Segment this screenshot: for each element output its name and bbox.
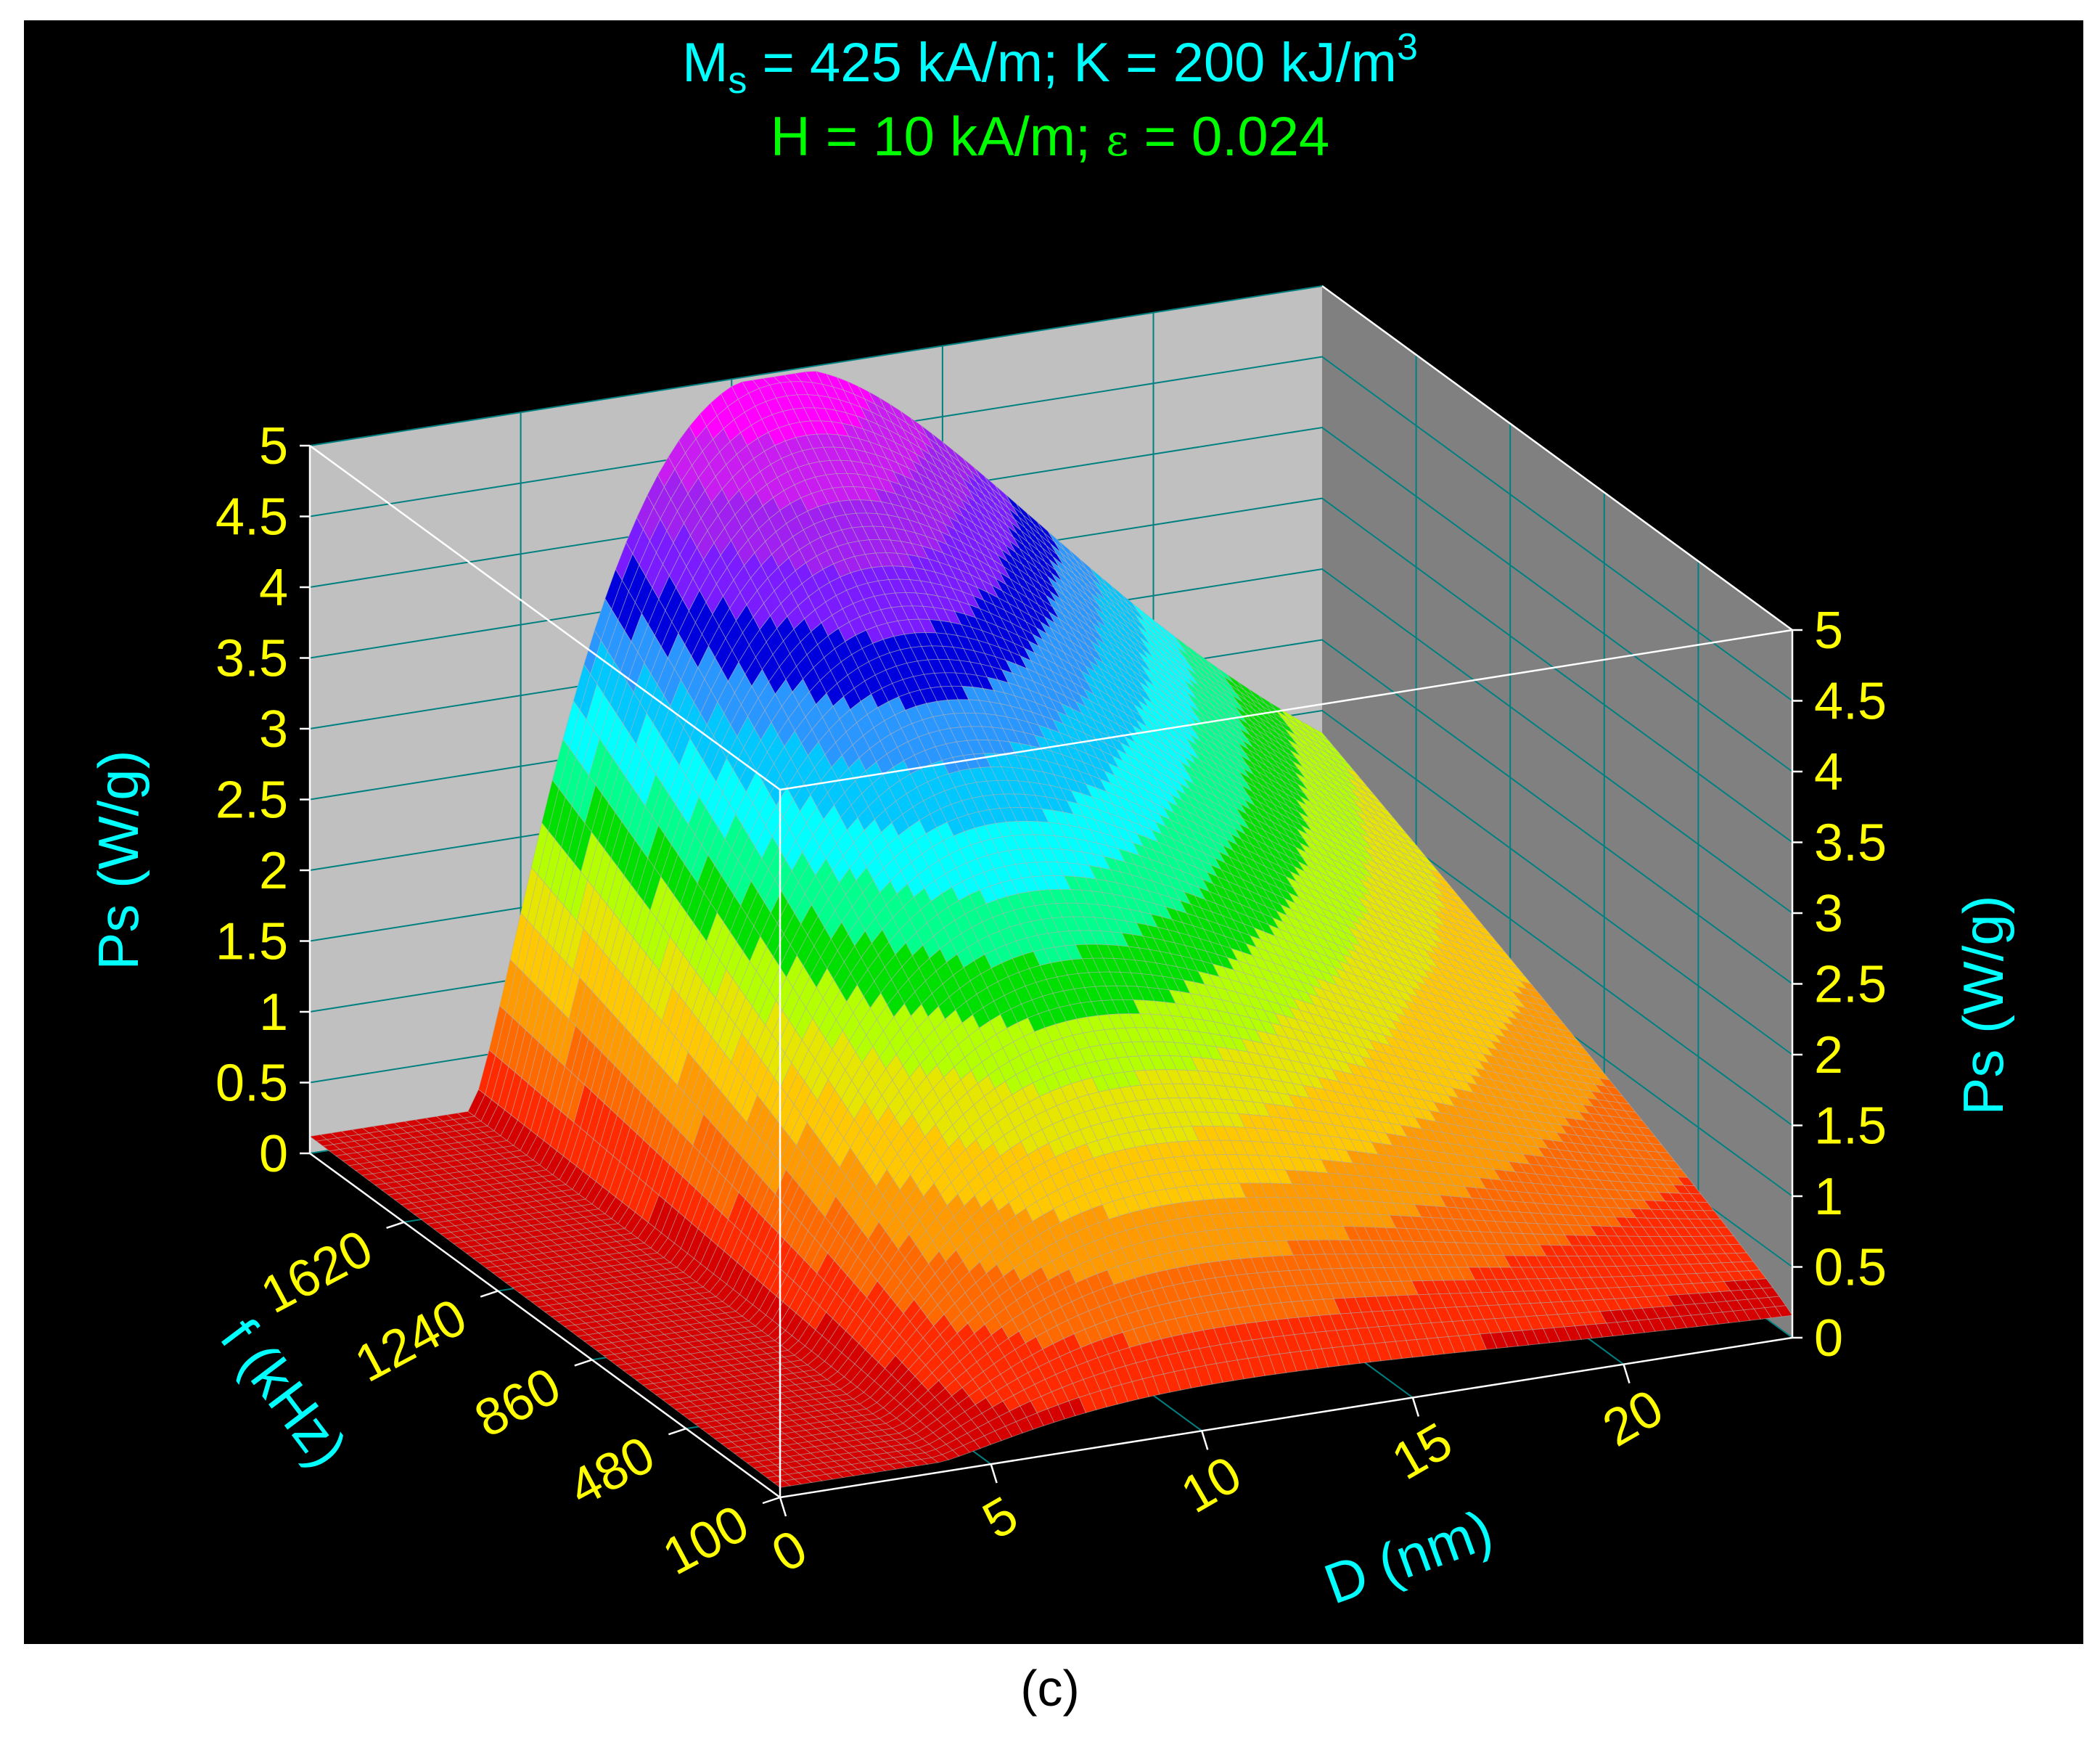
surface-mesh: [308, 370, 1793, 1488]
z-grid-line: [309, 356, 1793, 702]
